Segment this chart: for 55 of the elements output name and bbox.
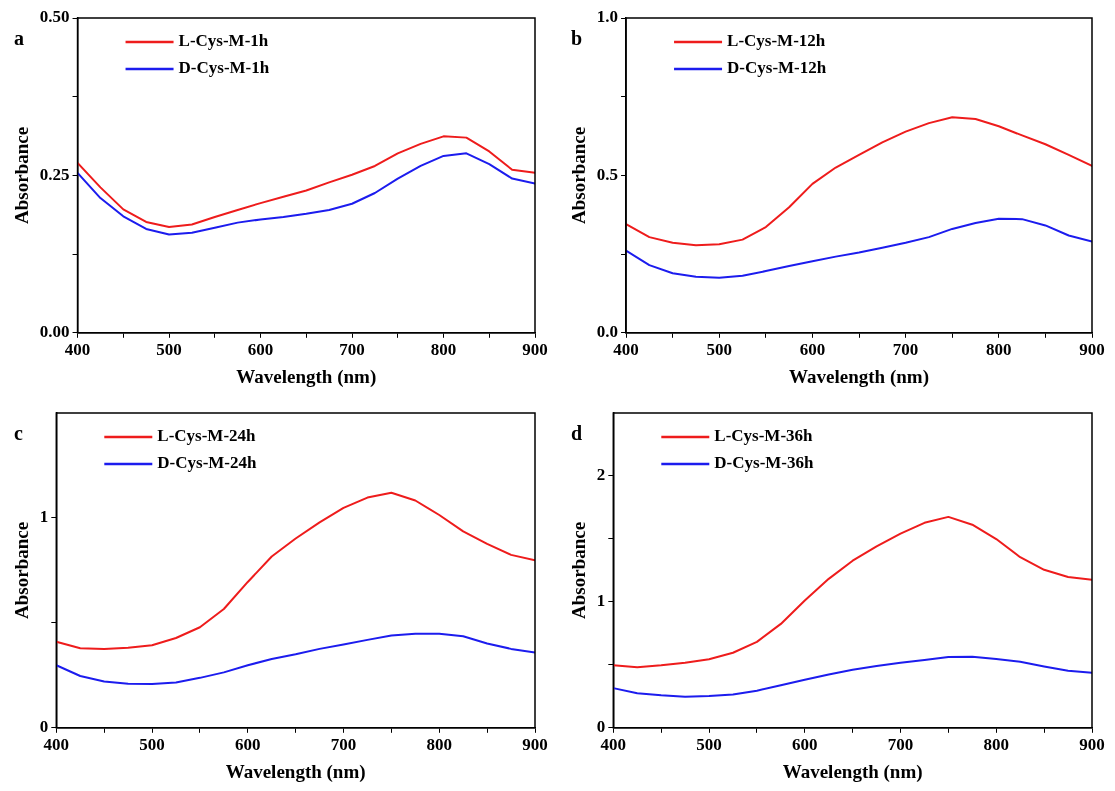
legend-label: D-Cys-M-24h [157, 453, 257, 473]
chart-title: b [571, 27, 583, 50]
x-tick-label: 700 [887, 735, 914, 755]
x-tick-label: 900 [1079, 340, 1105, 360]
x-axis-title: Wavelength (nm) [225, 760, 366, 783]
y-tick-label: 0.5 [596, 164, 619, 184]
x-tick-label: 900 [522, 340, 548, 360]
x-tick-label: 700 [339, 340, 365, 360]
legend-label: L-Cys-M-12h [727, 31, 826, 51]
y-tick-label: 1 [596, 591, 606, 611]
x-tick-label: 600 [235, 735, 261, 755]
y-tick-label: 0.0 [596, 322, 619, 342]
y-tick-label: 2 [596, 465, 606, 485]
x-tick-label: 700 [330, 735, 357, 755]
y-axis-title: Absorbance [568, 521, 590, 619]
x-tick-label: 500 [139, 735, 165, 755]
x-tick-label: 400 [64, 340, 91, 360]
x-tick-label: 700 [892, 340, 919, 360]
legend-label: D-Cys-M-1h [178, 58, 270, 78]
y-tick-label: 0 [39, 717, 49, 737]
x-axis-title: Wavelength (nm) [789, 365, 929, 388]
text: d [571, 422, 583, 445]
x-tick-label: 900 [522, 735, 548, 755]
x-tick-label: 400 [600, 735, 627, 755]
x-tick-label: 800 [430, 340, 457, 360]
x-tick-label: 600 [792, 735, 818, 755]
x-tick-label: 500 [696, 735, 722, 755]
x-tick-label: 900 [1079, 735, 1105, 755]
x-axis-title: Wavelength (nm) [236, 365, 377, 388]
chart-title: a [14, 27, 24, 50]
y-axis-title: Absorbance [568, 126, 590, 224]
x-tick-label: 600 [247, 340, 274, 360]
y-axis-title: Absorbance [11, 126, 33, 224]
legend-label: L-Cys-M-24h [157, 426, 257, 446]
y-tick-label: 0.25 [39, 164, 70, 184]
x-tick-label: 400 [613, 340, 639, 360]
legend-label: L-Cys-M-36h [714, 426, 814, 446]
legend-label: D-Cys-M-12h [727, 58, 827, 78]
y-axis-title: Absorbance [11, 521, 33, 619]
x-tick-label: 600 [799, 340, 826, 360]
x-tick-label: 500 [156, 340, 182, 360]
x-tick-label: 800 [986, 340, 1012, 360]
y-tick-label: 1.0 [596, 7, 619, 27]
y-tick-label: 0.50 [39, 7, 70, 27]
x-tick-label: 800 [983, 735, 1010, 755]
legend-label: D-Cys-M-36h [714, 453, 814, 473]
x-tick-label: 400 [43, 735, 70, 755]
y-tick-label: 1 [39, 507, 49, 527]
legend-label: L-Cys-M-1h [178, 31, 269, 51]
x-tick-label: 800 [426, 735, 453, 755]
y-tick-label: 0 [596, 717, 606, 737]
x-tick-label: 500 [706, 340, 732, 360]
x-axis-title: Wavelength (nm) [782, 760, 923, 783]
y-tick-label: 0.00 [39, 322, 70, 342]
text: c [14, 422, 23, 445]
